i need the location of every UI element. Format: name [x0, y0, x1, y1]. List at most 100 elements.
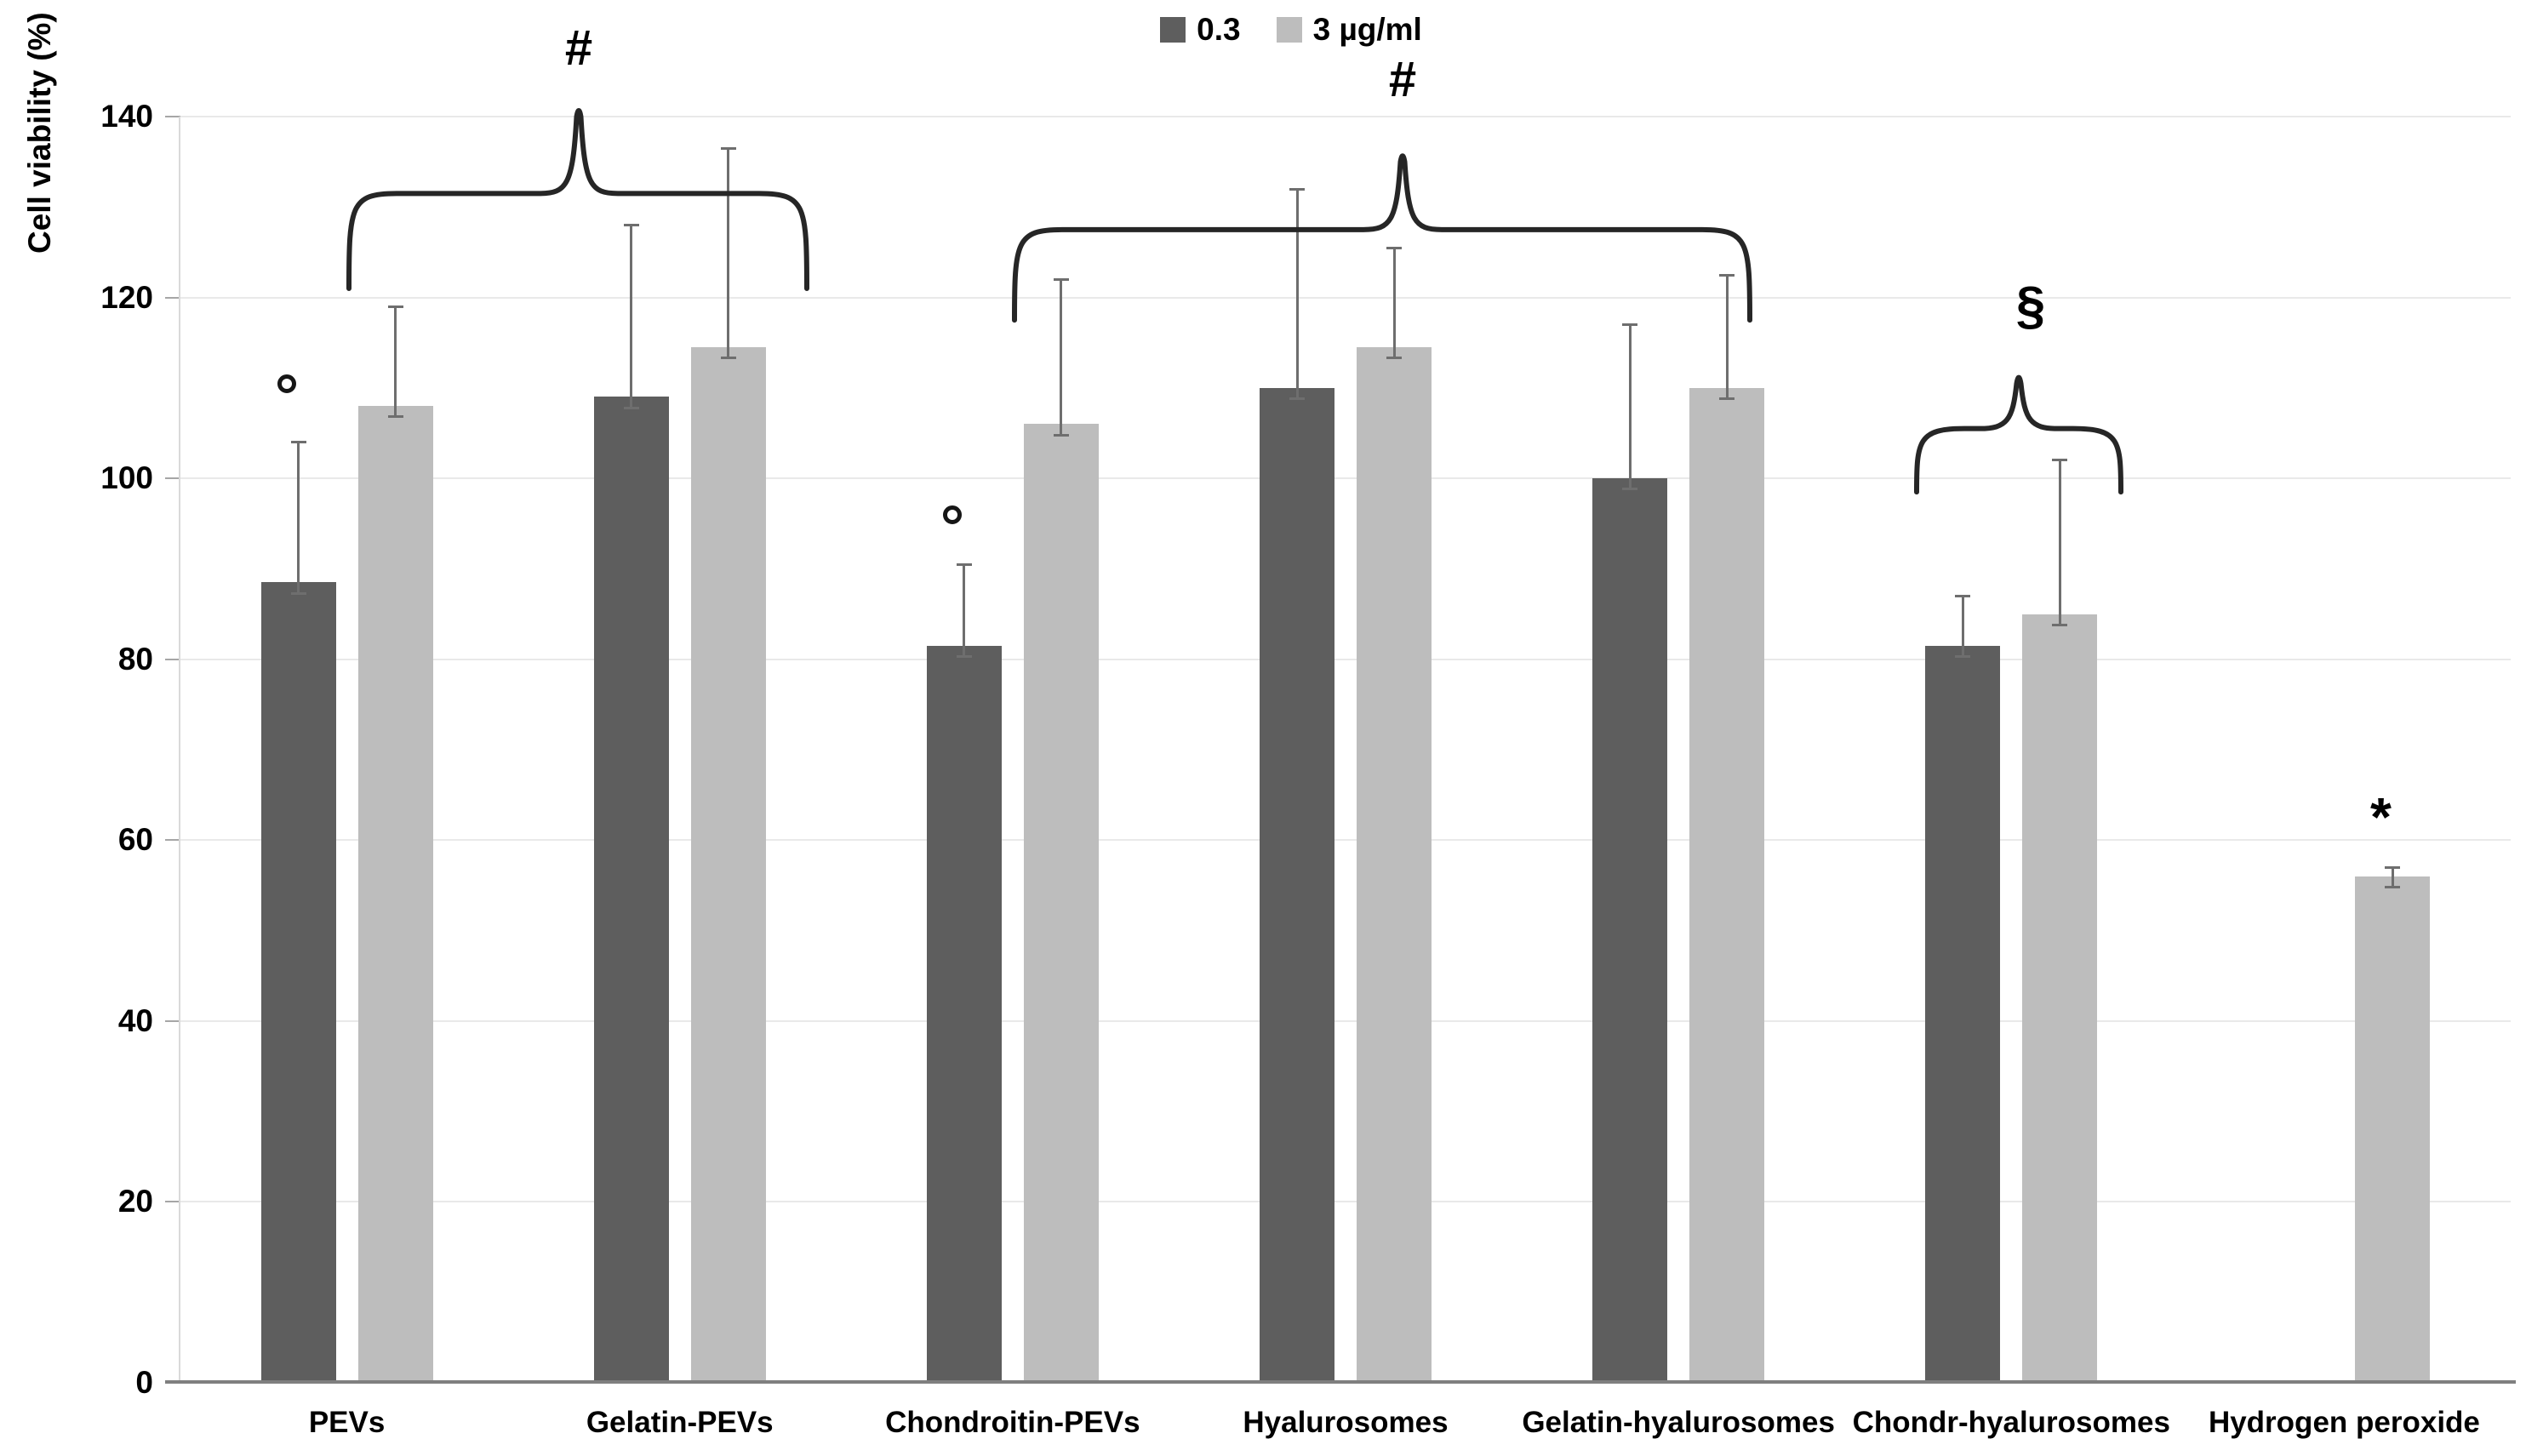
error-bar-cap-bottom — [1622, 488, 1638, 491]
bar-Chondr-hyalurosomes-3ugml — [2022, 614, 2098, 1383]
significance-ring-marker — [942, 505, 962, 524]
error-bar-line — [394, 306, 397, 417]
error-bar-cap-top — [956, 562, 972, 566]
x-category-label: Gelatin-PEVs — [586, 1406, 774, 1439]
error-bar-cap-bottom — [1955, 655, 1971, 659]
legend-label-0-3: 0.3 — [1197, 12, 1241, 47]
y-tick-mark — [165, 658, 180, 660]
error-bar-cap-top — [387, 305, 403, 308]
error-bar-cap-top — [2385, 865, 2401, 869]
gridline — [180, 1019, 2511, 1022]
x-category-label: Hydrogen peroxide — [2208, 1406, 2480, 1439]
significance-brace-symbol: # — [1388, 52, 1417, 108]
bar-Gelatin-PEVs-0-3 — [593, 397, 669, 1383]
legend-label-3ugml: 3 µg/ml — [1312, 12, 1422, 47]
gridline — [180, 658, 2511, 660]
y-tick-mark — [165, 116, 180, 117]
significance-brace — [346, 108, 809, 291]
error-bar-line — [727, 148, 730, 358]
bar-Hyalurosomes-3ugml — [1357, 347, 1432, 1383]
y-tick-label: 0 — [135, 1365, 153, 1400]
y-tick-mark — [165, 839, 180, 842]
y-tick-mark — [165, 296, 180, 299]
y-tick-label: 20 — [117, 1184, 153, 1219]
gridline — [180, 116, 2511, 117]
error-bar-cap-bottom — [720, 357, 736, 360]
x-category-label: PEVs — [308, 1406, 386, 1439]
error-bar-line — [297, 442, 300, 594]
gridline — [180, 477, 2511, 480]
legend-swatch-3ugml — [1276, 17, 1302, 43]
y-tick-label: 120 — [100, 279, 153, 315]
error-bar-cap-top — [1622, 323, 1638, 326]
significance-brace — [1914, 374, 2123, 495]
error-bar-cap-top — [1955, 594, 1971, 597]
legend: 0.3 3 µg/ml — [0, 12, 2526, 48]
gridline — [180, 1201, 2511, 1203]
legend-swatch-0-3 — [1160, 17, 1186, 43]
error-bar-cap-top — [1719, 273, 1735, 277]
significance-brace-symbol: # — [564, 20, 593, 77]
y-tick-label: 60 — [117, 822, 153, 858]
error-bar-cap-top — [720, 146, 736, 150]
y-tick-mark — [165, 1201, 180, 1203]
error-bar-line — [2058, 460, 2061, 625]
error-bar-cap-bottom — [2052, 623, 2068, 626]
error-bar-cap-top — [1053, 277, 1069, 281]
y-tick-label: 40 — [117, 1002, 153, 1038]
error-bar-line — [1392, 248, 1396, 358]
bar-Gelatin-hyalurosomes-3ugml — [1689, 387, 1765, 1383]
gridline — [180, 839, 2511, 842]
error-bar-cap-bottom — [1289, 397, 1305, 401]
y-tick-label: 80 — [117, 641, 153, 677]
significance-brace — [1012, 153, 1752, 323]
error-bar-cap-top — [290, 441, 306, 444]
bar-Hydrogen-peroxide-3ugml — [2355, 876, 2431, 1383]
error-bar-cap-bottom — [1053, 433, 1069, 437]
error-bar-line — [1295, 189, 1299, 399]
error-bar-line — [2391, 867, 2394, 888]
y-tick-label: 140 — [100, 99, 153, 134]
bar-Gelatin-hyalurosomes-0-3 — [1592, 478, 1668, 1383]
x-category-label: Chondr-hyalurosomes — [1852, 1406, 2170, 1439]
x-category-label: Chondroitin-PEVs — [885, 1406, 1140, 1439]
gridline — [180, 296, 2511, 299]
legend-item-0-3: 0.3 — [1160, 12, 1241, 48]
error-bar-cap-top — [1386, 246, 1402, 249]
legend-item-3ugml: 3 µg/ml — [1276, 12, 1422, 48]
x-category-label: Hyalurosomes — [1243, 1406, 1449, 1439]
error-bar-cap-bottom — [387, 415, 403, 419]
significance-star-marker: * — [2369, 786, 2392, 848]
x-axis-line — [165, 1380, 2516, 1384]
error-bar-cap-bottom — [2385, 886, 2401, 889]
significance-brace-symbol: § — [2015, 277, 2046, 336]
error-bar-cap-bottom — [623, 406, 639, 409]
error-bar-cap-top — [623, 224, 639, 227]
bar-Gelatin-PEVs-3ugml — [690, 347, 766, 1383]
error-bar-cap-bottom — [290, 591, 306, 595]
bar-Chondroitin-PEVs-0-3 — [926, 645, 1002, 1383]
error-bar-line — [1725, 275, 1729, 399]
error-bar-line — [1961, 596, 1964, 657]
error-bar-cap-bottom — [1719, 397, 1735, 401]
error-bar-cap-bottom — [956, 655, 972, 659]
error-bar-line — [1060, 279, 1063, 436]
error-bar-cap-top — [1289, 187, 1305, 191]
error-bar-line — [630, 225, 633, 408]
bar-Chondroitin-PEVs-3ugml — [1023, 424, 1099, 1383]
error-bar-line — [1628, 324, 1632, 489]
x-category-label: Gelatin-hyalurosomes — [1522, 1406, 1835, 1439]
significance-ring-marker — [277, 374, 296, 393]
bar-Hyalurosomes-0-3 — [1260, 387, 1334, 1383]
y-tick-mark — [165, 1019, 180, 1022]
y-tick-mark — [165, 477, 180, 480]
y-axis-line — [179, 117, 180, 1383]
bar-PEVs-0-3 — [260, 582, 336, 1383]
y-tick-label: 100 — [100, 460, 153, 496]
bar-PEVs-3ugml — [357, 406, 433, 1383]
error-bar-cap-bottom — [1386, 357, 1402, 360]
error-bar-cap-top — [2052, 459, 2068, 462]
error-bar-line — [963, 564, 966, 657]
bar-Chondr-hyalurosomes-0-3 — [1925, 645, 2001, 1383]
